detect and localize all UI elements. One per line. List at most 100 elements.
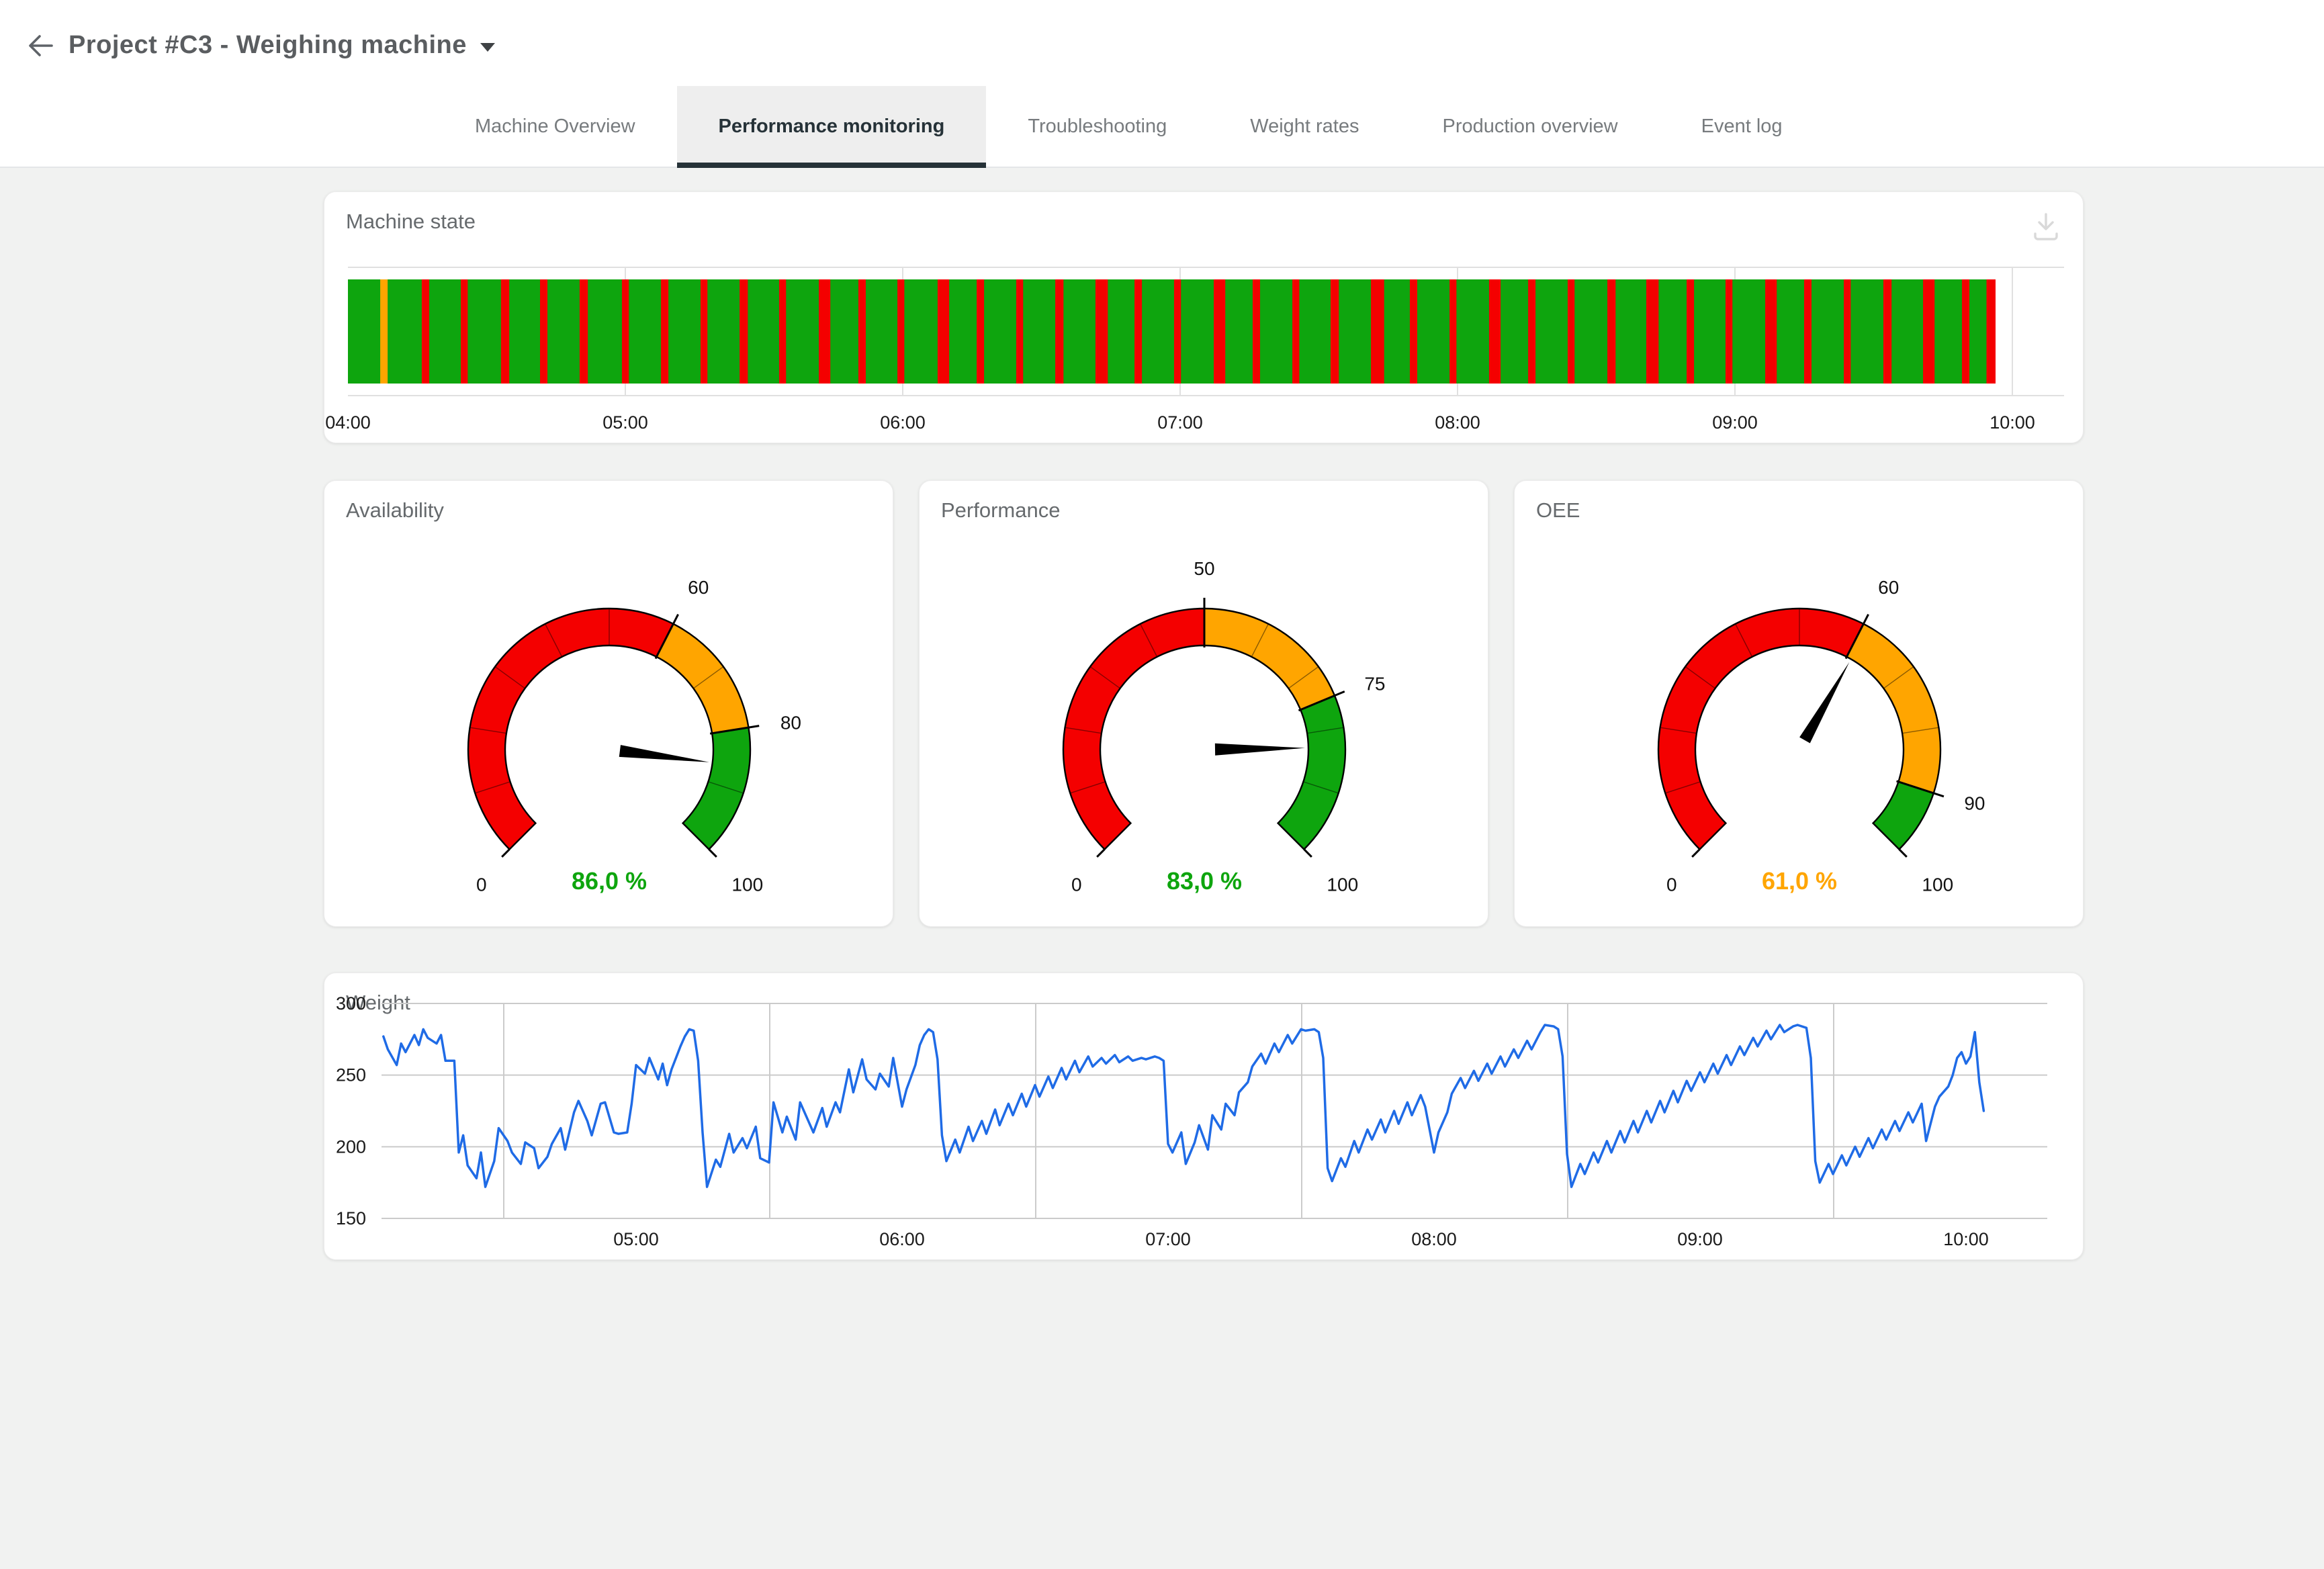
state-stripe-red xyxy=(579,279,588,384)
gauge-minor-tick xyxy=(1090,666,1120,688)
gauge-zone-orange xyxy=(656,623,749,733)
state-stripe-red xyxy=(1725,279,1733,384)
back-button[interactable] xyxy=(23,28,58,63)
state-stripe-red xyxy=(1173,279,1181,384)
tab-event-log[interactable]: Event log xyxy=(1701,115,1783,137)
gauge-minor-tick xyxy=(1140,624,1157,657)
state-stripe-red xyxy=(1330,279,1339,384)
gauge-major-tick xyxy=(1896,780,1945,798)
gauge-tick-label: 90 xyxy=(1964,793,1985,814)
gauge-minor-tick xyxy=(709,781,743,794)
gauge-minor-tick xyxy=(1065,727,1102,734)
oee-card: OEE 0 60 90 100 61,0 % xyxy=(1514,480,2084,927)
state-stripe-red xyxy=(1016,279,1024,384)
x-axis-label: 07:00 xyxy=(1145,1229,1191,1249)
x-axis-label: 07:00 xyxy=(1157,412,1203,433)
gauge-major-tick xyxy=(1898,848,1908,858)
active-tab-underline xyxy=(676,163,987,168)
weight-card-title: Weight xyxy=(346,991,410,1014)
gauge-minor-tick xyxy=(1071,781,1105,794)
state-stripe-red xyxy=(1961,279,1969,384)
state-stripe-red xyxy=(621,279,629,384)
page-title: Project #C3 - Weighing machine xyxy=(69,31,495,60)
gauge-zone-green xyxy=(1278,695,1345,850)
gauge-arc-outline xyxy=(1062,607,1347,851)
state-stripe-red xyxy=(937,279,950,384)
y-axis-label: 200 xyxy=(336,1136,366,1157)
state-stripe-red xyxy=(897,279,905,384)
tab-weight-rates[interactable]: Weight rates xyxy=(1250,115,1359,137)
arrow-left-icon xyxy=(29,34,53,56)
gauge-value-label: 83,0 % xyxy=(1167,867,1242,895)
gauge-minor-tick xyxy=(1288,666,1319,688)
x-axis-label: 05:00 xyxy=(613,1229,659,1249)
gauge-tick-label: 100 xyxy=(1922,874,1953,895)
state-stripe-red xyxy=(1409,279,1417,384)
gauge-zone-red xyxy=(468,608,674,850)
state-stripe-red xyxy=(819,279,831,384)
gauge-tick-label: 75 xyxy=(1364,673,1385,694)
availability-card: Availability 0 60 80 100 86,0 % xyxy=(324,480,893,927)
state-stripe-red xyxy=(1292,279,1300,384)
chevron-down-icon[interactable] xyxy=(480,43,495,52)
gauge-zone-orange xyxy=(1204,609,1335,710)
x-axis-label: 09:00 xyxy=(1712,412,1758,433)
state-stripe-red xyxy=(540,279,548,384)
gauge-needle xyxy=(619,745,709,762)
tab-performance-monitoring[interactable]: Performance monitoring xyxy=(676,86,987,168)
tab-machine-overview[interactable]: Machine Overview xyxy=(475,115,635,137)
performance-card: Performance 0 50 75 100 83,0 % xyxy=(919,480,1488,927)
performance-card-title: Performance xyxy=(941,498,1061,522)
download-button[interactable] xyxy=(2029,210,2063,243)
gauge-zone-red xyxy=(1063,609,1204,850)
gauge-arc-outline xyxy=(1657,607,1942,851)
gauge-tick-label: 60 xyxy=(688,577,709,598)
gauge-minor-tick xyxy=(1685,666,1715,688)
gauge-minor-tick xyxy=(545,624,562,657)
availability-card-title: Availability xyxy=(346,498,444,522)
tab-bar: Machine Overview Performance monitoring … xyxy=(433,86,1824,168)
state-stripe-red xyxy=(1883,279,1892,384)
weight-line-chart: 150 200 250 300 05:00 06:00 07:00 08:00 09:00 10:… xyxy=(336,993,2047,1249)
y-axis-label: 300 xyxy=(336,993,366,1014)
gauge-needle xyxy=(1214,743,1305,756)
y-axis-label: 250 xyxy=(336,1065,366,1085)
state-stripe-red xyxy=(1607,279,1616,384)
gauge-tick-label: 0 xyxy=(476,874,487,895)
gauge-minor-tick xyxy=(1304,781,1338,794)
gauge-major-tick xyxy=(1096,848,1106,858)
x-axis-label: 08:00 xyxy=(1411,1229,1457,1249)
machine-state-card: Machine state 04:00 05:00 06:00 07:00 08:00 0… xyxy=(324,191,2084,443)
tab-production-overview[interactable]: Production overview xyxy=(1442,115,1618,137)
gauge-tick-label: 50 xyxy=(1194,558,1214,579)
gauge-major-tick xyxy=(708,848,717,858)
gauge-zone-green xyxy=(1873,781,1934,850)
x-axis-label: 06:00 xyxy=(880,412,926,433)
state-stripe-red xyxy=(1567,279,1575,384)
state-stripe-red xyxy=(1371,279,1384,384)
gauge-minor-tick xyxy=(693,666,723,688)
gauge-major-tick xyxy=(1844,613,1869,660)
machine-state-card-title: Machine state xyxy=(346,210,476,233)
state-stripe-red xyxy=(1986,279,1996,384)
x-axis-label: 06:00 xyxy=(879,1229,925,1249)
state-stripe-red xyxy=(1252,279,1260,384)
gauge-tick-label: 0 xyxy=(1666,874,1677,895)
gauge-major-tick xyxy=(501,848,510,858)
tab-troubleshooting[interactable]: Troubleshooting xyxy=(1028,115,1167,137)
gauge-minor-tick xyxy=(470,727,506,734)
state-stripe-red xyxy=(700,279,708,384)
weight-card: Weight 150 200 250 300 05:00 06:00 07:00 08:00 0… xyxy=(324,973,2084,1260)
state-stripe-red xyxy=(1687,279,1695,384)
gauge-arc-outline xyxy=(467,607,752,851)
gauge-major-tick xyxy=(1298,690,1345,712)
state-stripe-red xyxy=(661,279,669,384)
header-row: Project #C3 - Weighing machine xyxy=(0,5,2324,86)
state-stripe-red xyxy=(461,279,468,384)
gauge-tick-label: 60 xyxy=(1878,577,1899,598)
state-stripe-red xyxy=(858,279,866,384)
state-stripe-orange xyxy=(380,279,388,384)
gauge-minor-tick xyxy=(495,666,525,688)
x-axis-label: 09:00 xyxy=(1677,1229,1723,1249)
gauge-zone-red xyxy=(1658,608,1864,850)
